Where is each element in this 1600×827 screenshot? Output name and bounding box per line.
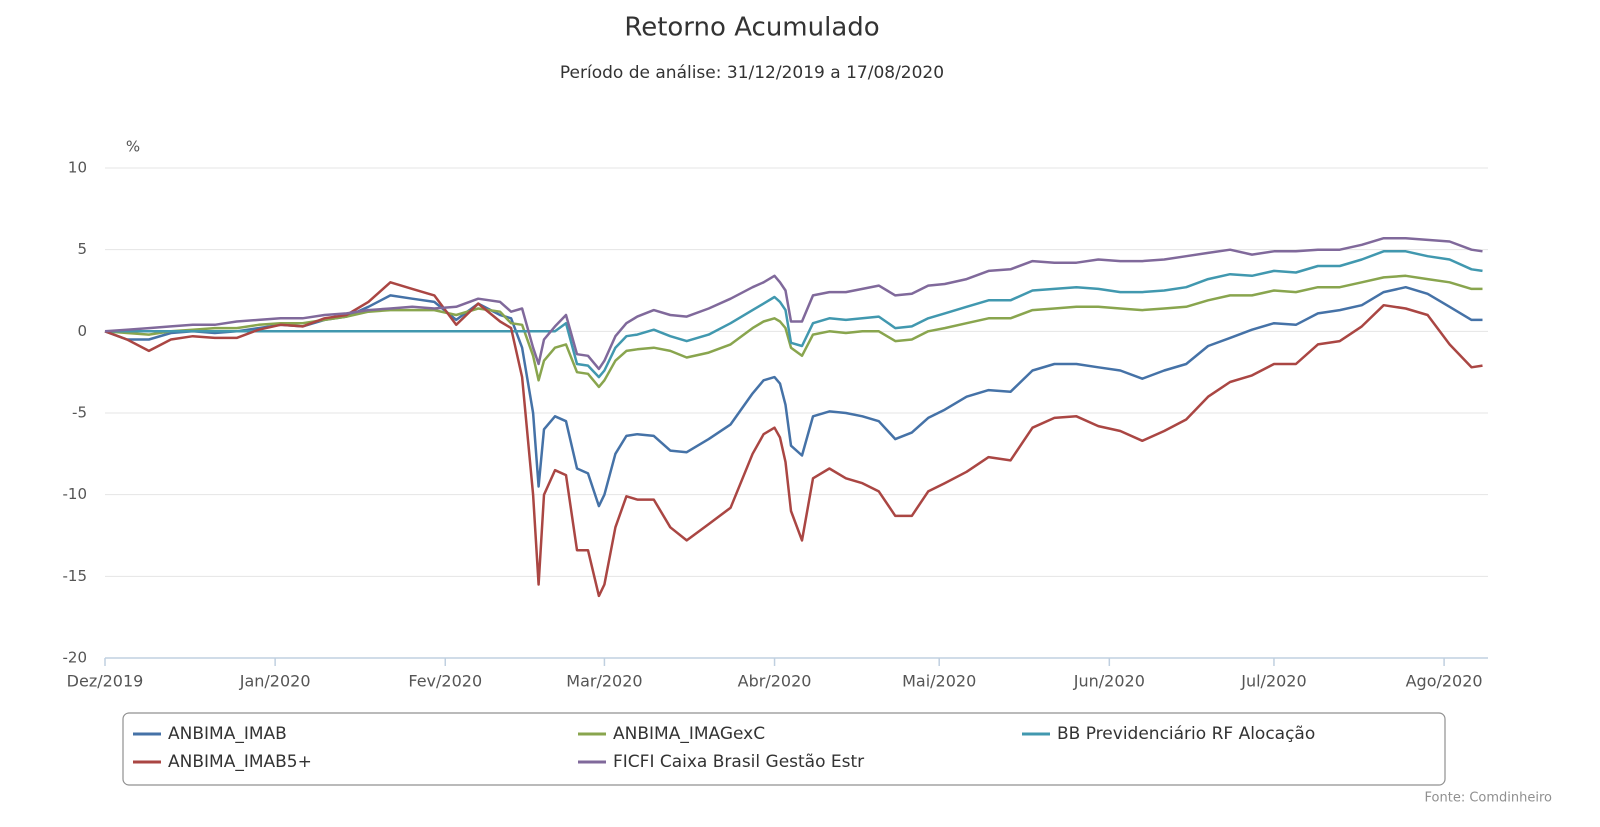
source-note: Fonte: Comdinheiro: [1425, 791, 1553, 806]
series-line: [104, 274, 1483, 389]
legend-label: ANBIMA_IMAGexC: [613, 724, 765, 744]
y-tick-label: -20: [63, 649, 88, 667]
legend-box: [122, 712, 1446, 786]
legend-label: ANBIMA_IMAB: [168, 724, 287, 744]
chart-subtitle: Período de análise: 31/12/2019 a 17/08/2…: [560, 63, 944, 83]
y-tick-label: -10: [63, 485, 88, 503]
legend-label: FICFI Caixa Brasil Gestão Estr: [613, 752, 864, 772]
x-tick-label: Ago/2020: [1406, 672, 1483, 691]
y-tick-label: 5: [77, 240, 87, 258]
chart-title: Retorno Acumulado: [624, 13, 879, 43]
x-tick-label: Mai/2020: [902, 672, 976, 691]
y-tick-label: 10: [68, 159, 87, 177]
series-line: [104, 281, 1483, 598]
y-axis-label: %: [126, 138, 140, 156]
x-tick-label: Dez/2019: [67, 672, 144, 691]
y-tick-label: -15: [63, 567, 88, 585]
x-tick-label: Jun/2020: [1073, 672, 1145, 691]
x-tick-label: Mar/2020: [566, 672, 642, 691]
series-line: [105, 250, 1483, 379]
legend-label: ANBIMA_IMAB5+: [168, 752, 312, 772]
x-tick-label: Abr/2020: [738, 672, 812, 691]
x-tick-label: Jan/2020: [239, 672, 311, 691]
y-tick-label: -5: [72, 404, 87, 422]
x-tick-label: Jul/2020: [1240, 672, 1306, 691]
y-tick-label: 0: [77, 322, 87, 340]
legend-label: BB Previdenciário RF Alocação: [1057, 724, 1315, 744]
x-tick-label: Fev/2020: [408, 672, 482, 691]
series-line: [104, 285, 1483, 508]
series-line: [104, 236, 1483, 371]
